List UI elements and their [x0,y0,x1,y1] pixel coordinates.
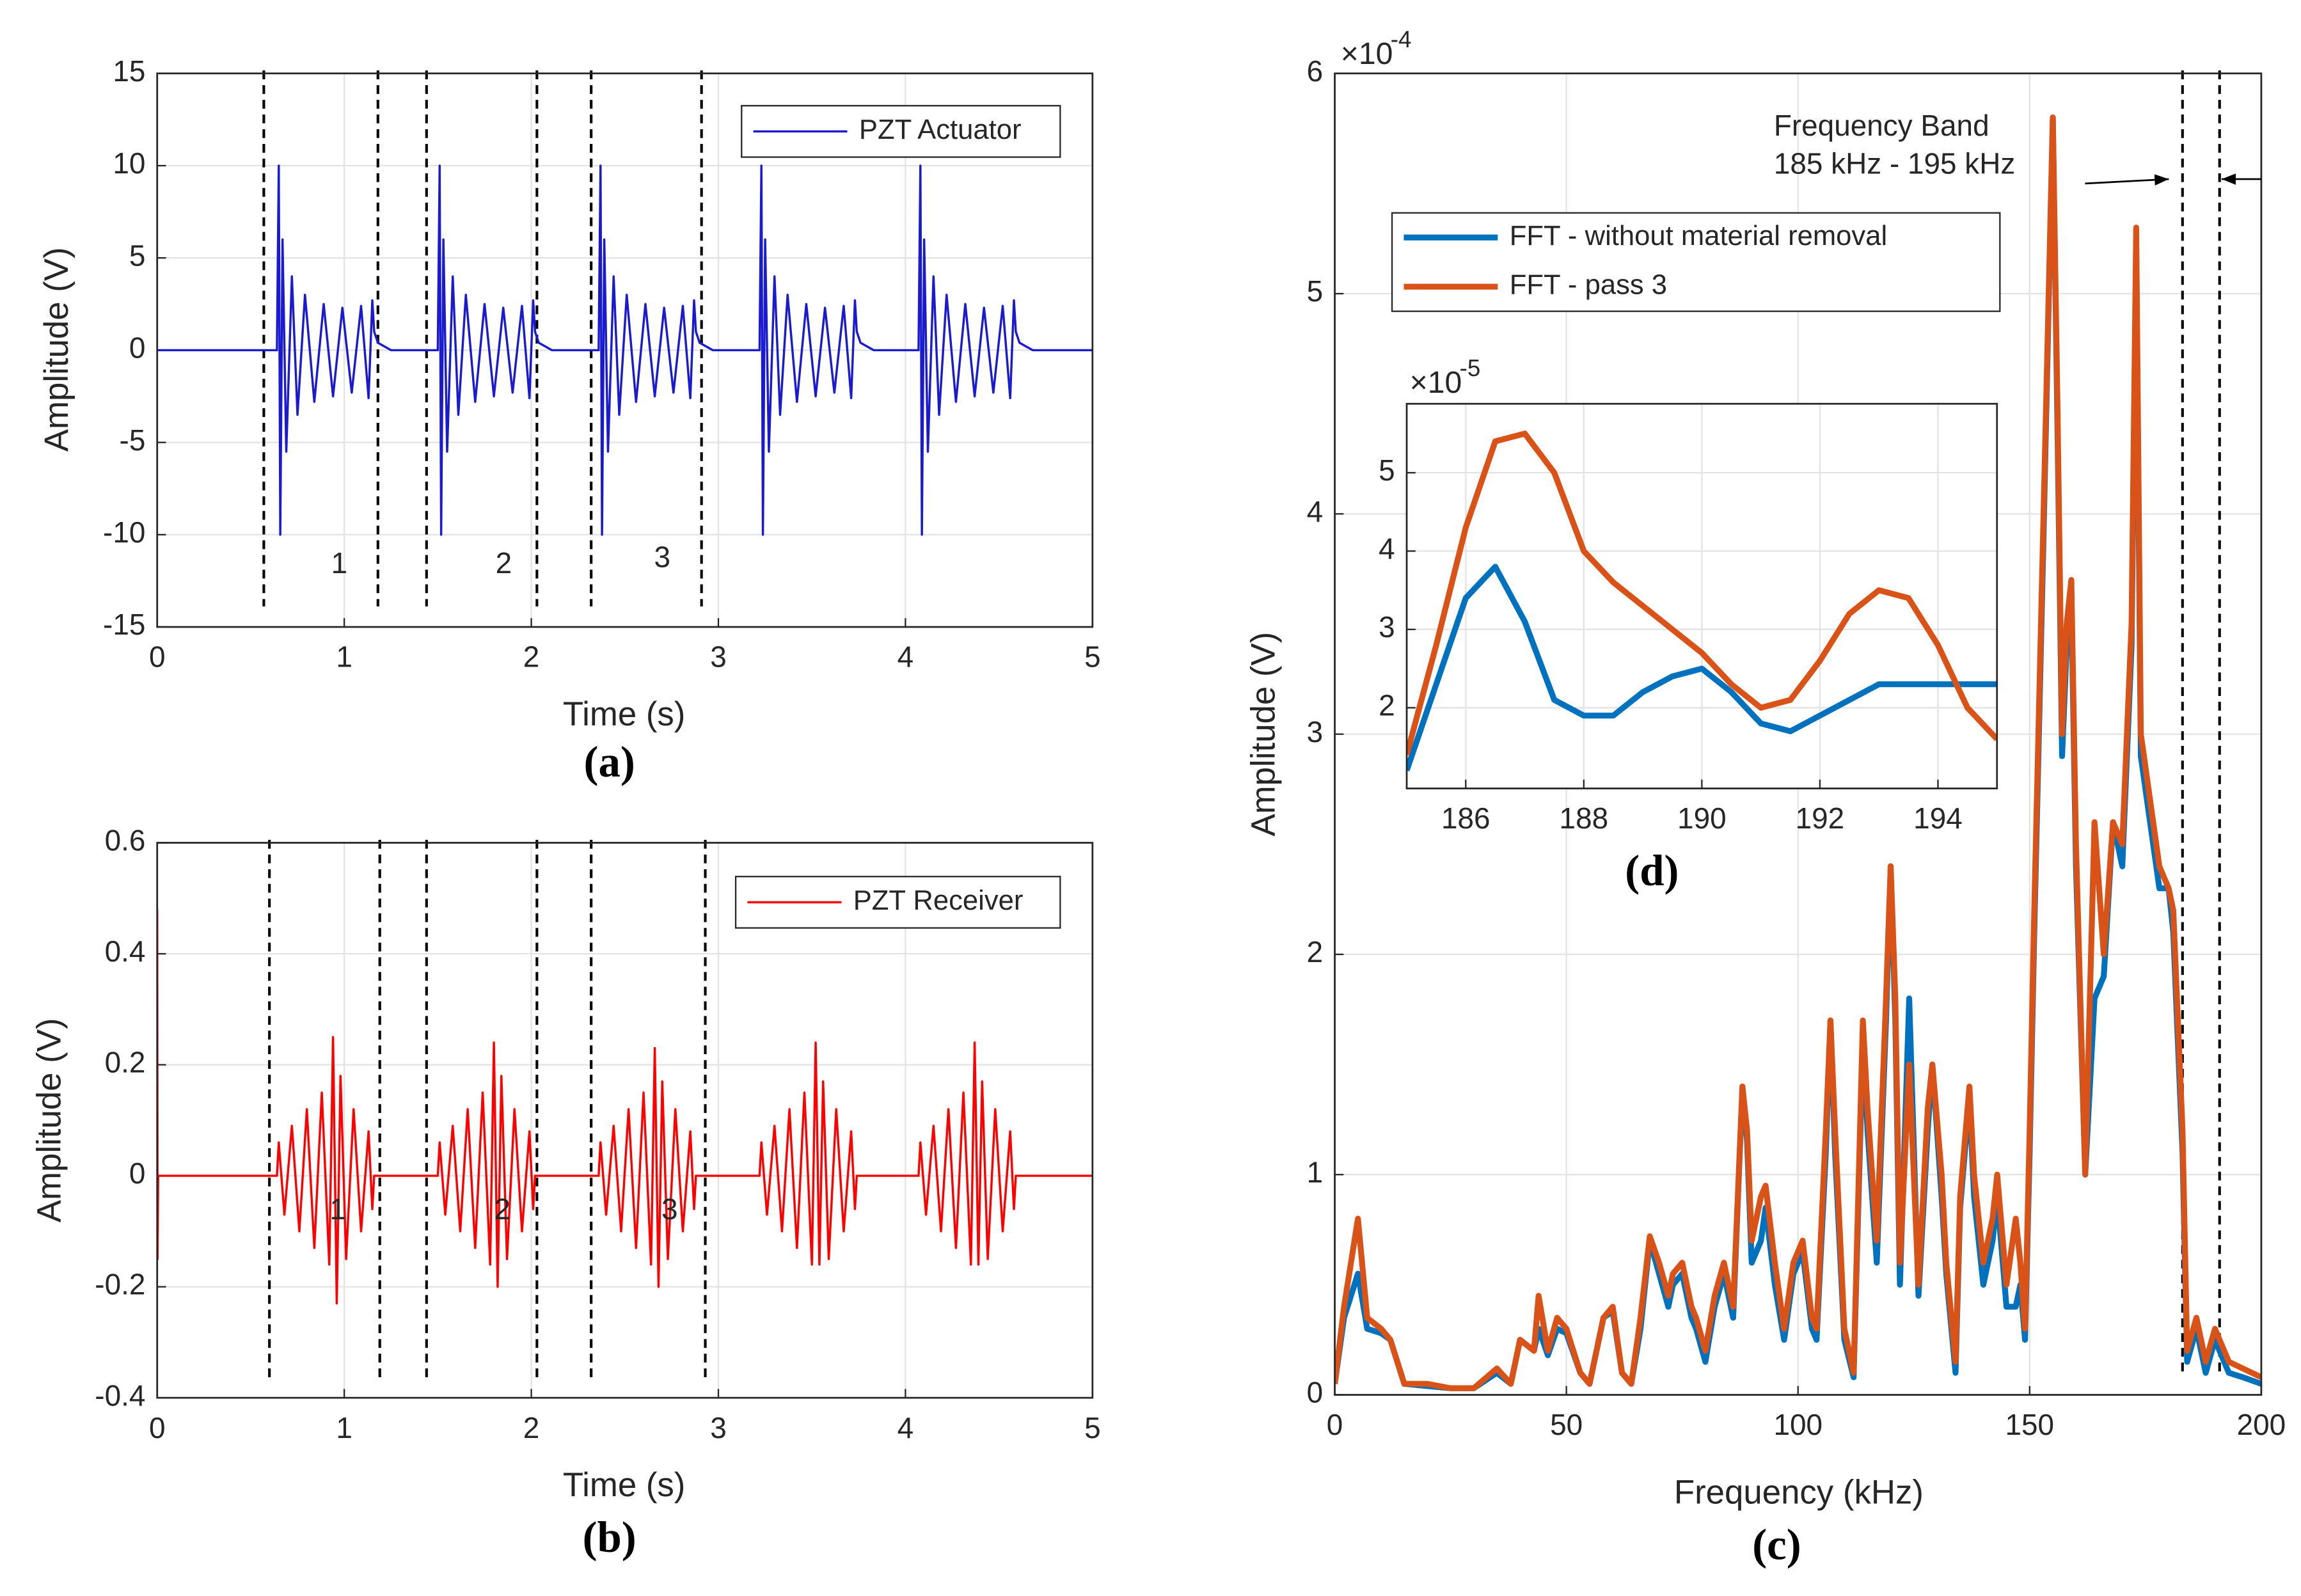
y-tick-label: 0 [129,331,146,365]
x-tick-label: 0 [149,1411,166,1444]
legend-box [734,876,1061,929]
x-tick-label: 188 [1560,802,1609,835]
x-tick-label: 0 [149,640,166,674]
x-tick-label: 3 [710,1411,727,1444]
y-axis-label: Amplitude (V) [30,1018,68,1222]
caption: (a) [584,738,635,786]
y-tick-label: 4 [1379,532,1395,565]
exponent-power: -5 [1460,355,1481,381]
y-tick-label: 0 [129,1157,146,1190]
legend-label: FFT - without material removal [1510,221,1888,251]
y-tick-label: 0.4 [105,935,146,968]
legend-box [1391,212,2001,312]
y-axis-label: Amplitude (V) [1245,632,1283,837]
annotation: 3 [654,541,671,574]
y-tick-label: 4 [1307,494,1324,528]
annotation: 3 [661,1192,678,1226]
legend-label: FFT - pass 3 [1510,270,1667,301]
series-line [157,909,1093,1305]
x-tick-label: 5 [1084,640,1101,674]
series-line [1407,431,1997,756]
y-tick-label: 3 [1307,715,1324,748]
x-axis-label: Frequency (kHz) [1674,1474,1924,1512]
annotation: 2 [494,1192,510,1226]
y-tick-label: 0.6 [105,824,146,857]
y-tick-label: -5 [120,423,146,457]
annotation: 1 [331,546,348,580]
y-tick-label: 15 [113,54,145,88]
x-tick-label: 186 [1441,802,1491,835]
axes-box [156,842,1094,1399]
x-tick-label: 2 [523,640,540,674]
legend-label: PZT Receiver [853,885,1024,916]
y-tick-label: -10 [103,516,145,549]
x-tick-label: 194 [1913,802,1963,835]
series-line [157,164,1093,536]
annotation: 2 [496,546,512,580]
x-tick-label: 4 [897,1411,914,1444]
x-tick-label: 200 [2237,1408,2286,1441]
x-tick-label: 2 [523,1411,540,1444]
axes-box [1405,402,1998,789]
x-tick-label: 150 [2005,1408,2055,1441]
y-tick-label: 0.2 [105,1046,146,1079]
x-tick-label: 3 [710,640,727,674]
x-tick-label: 50 [1550,1408,1583,1441]
x-tick-label: 190 [1677,802,1727,835]
y-tick-label: 2 [1307,935,1324,968]
exponent-base: ×10 [1341,36,1393,71]
x-tick-label: 1 [336,640,352,674]
caption: (b) [583,1513,637,1561]
y-tick-label: 2 [1379,689,1395,722]
y-tick-label: 0 [1307,1376,1324,1409]
y-tick-label: 5 [129,239,146,272]
y-tick-label: 1 [1307,1155,1324,1189]
x-tick-label: 1 [336,1411,352,1444]
plot-area [157,842,1093,1398]
axes-box [156,72,1094,628]
exponent-base: ×10 [1410,365,1462,400]
y-tick-label: -15 [103,608,145,641]
x-axis-label: Time (s) [563,1466,686,1504]
x-axis-label: Time (s) [563,695,686,733]
x-tick-label: 100 [1773,1408,1823,1441]
series-line [1334,115,2261,1391]
y-tick-label: -0.2 [95,1268,145,1301]
y-tick-label: 6 [1307,54,1324,88]
legend-label: PZT Actuator [859,115,1022,145]
y-tick-label: 5 [1307,274,1324,308]
annotation: Frequency Band [1774,109,1989,142]
x-tick-label: 192 [1796,802,1845,835]
annotation: 1 [329,1192,346,1226]
x-tick-label: 0 [1327,1408,1343,1441]
y-tick-label: 3 [1379,610,1395,644]
y-tick-label: 5 [1379,454,1395,487]
x-tick-label: 5 [1084,1411,1101,1444]
x-tick-label: 4 [897,640,914,674]
caption: (c) [1752,1520,1801,1568]
annotation: 185 kHz - 195 kHz [1774,146,2015,180]
y-tick-label: 10 [113,146,145,180]
y-axis-label: Amplitude (V) [38,247,75,452]
series-line [1407,564,1997,771]
axes-box [1334,72,2263,1396]
caption: (d) [1625,846,1679,895]
y-tick-label: -0.4 [95,1379,145,1412]
exponent-power: -4 [1391,26,1412,52]
arrow [2085,174,2169,186]
